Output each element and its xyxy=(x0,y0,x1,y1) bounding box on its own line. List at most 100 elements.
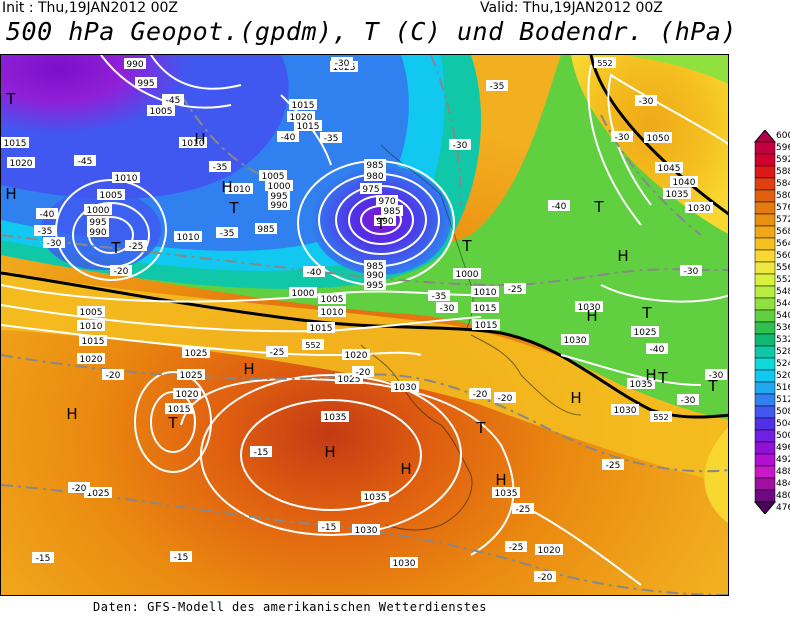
svg-text:1010: 1010 xyxy=(80,322,103,332)
svg-text:-20: -20 xyxy=(106,371,121,381)
legend-swatch xyxy=(754,429,776,443)
legend-tick-label: 512 xyxy=(776,395,790,405)
pressure-label: 990 xyxy=(87,226,109,238)
temp-label: -45 xyxy=(74,155,96,167)
svg-text:-35: -35 xyxy=(490,82,505,92)
pressure-label: 990 xyxy=(124,58,146,70)
pressure-label: 1010 xyxy=(179,137,207,149)
legend-tick-label: 564 xyxy=(776,239,790,249)
svg-text:1035: 1035 xyxy=(666,190,689,200)
pressure-label: 1025 xyxy=(335,373,363,385)
temp-label: -25 xyxy=(602,459,624,471)
svg-text:-35: -35 xyxy=(324,134,339,144)
svg-text:1000: 1000 xyxy=(268,182,291,192)
legend-swatch xyxy=(754,489,776,503)
svg-text:-25: -25 xyxy=(270,348,285,358)
svg-text:-30: -30 xyxy=(681,396,696,406)
temp-label: -40 xyxy=(277,131,299,143)
contour-552 xyxy=(1,271,728,419)
temp-label: -25 xyxy=(505,541,527,553)
pressure-label: 1030 xyxy=(575,301,603,313)
svg-text:985: 985 xyxy=(383,207,400,217)
temp-label: -40 xyxy=(303,266,325,278)
high-pressure-marker: H xyxy=(243,360,254,378)
pressure-labels: 9909951005101510201010101010051000995990… xyxy=(1,58,713,569)
svg-text:-15: -15 xyxy=(36,554,51,564)
pressure-label: 1040 xyxy=(670,176,698,188)
pressure-label: 1000 xyxy=(289,287,317,299)
temp-label: -30 xyxy=(705,369,727,381)
pressure-label: 1020 xyxy=(342,349,370,361)
low-markers: T T T T T T T T T T T xyxy=(5,90,718,437)
pressure-label: 985 xyxy=(364,159,386,171)
svg-text:975: 975 xyxy=(362,185,379,195)
svg-text:995: 995 xyxy=(137,79,154,89)
pressure-label: 1015 xyxy=(1,137,29,149)
temp-label: -30 xyxy=(677,394,699,406)
pressure-label: 1005 xyxy=(318,293,346,305)
legend-swatch xyxy=(754,357,776,371)
svg-text:1020: 1020 xyxy=(345,351,368,361)
pressure-label: 1005 xyxy=(97,189,125,201)
pressure-label: 1045 xyxy=(655,162,683,174)
svg-text:1015: 1015 xyxy=(4,139,27,149)
valid-time: Valid: Thu,19JAN2012 00Z xyxy=(480,0,663,16)
legend-tick-label: 552 xyxy=(776,275,790,285)
temp-label: -20 xyxy=(102,369,124,381)
line-552-label: 552 xyxy=(650,411,672,422)
svg-text:1000: 1000 xyxy=(292,289,315,299)
legend-swatch xyxy=(754,321,776,335)
svg-text:990: 990 xyxy=(366,271,383,281)
svg-text:995: 995 xyxy=(89,218,106,228)
temp-label: -20 xyxy=(534,571,556,583)
svg-text:1020: 1020 xyxy=(80,355,103,365)
pressure-label: 1025 xyxy=(177,369,205,381)
legend-tick-label: 548 xyxy=(776,287,790,297)
legend-swatch xyxy=(754,189,776,203)
temp-label: -15 xyxy=(32,552,54,564)
legend-swatch xyxy=(754,153,776,167)
high-pressure-marker: H xyxy=(66,405,77,423)
legend-tick-label: 484 xyxy=(776,479,790,489)
legend-tick-label: 540 xyxy=(776,311,790,321)
svg-text:990: 990 xyxy=(376,217,393,227)
temp-label: -35 xyxy=(34,225,56,237)
temp-label: -35 xyxy=(216,227,238,239)
temp-label: -30 xyxy=(331,57,353,69)
pressure-label: 975 xyxy=(360,183,382,195)
temp-label: -30 xyxy=(449,139,471,151)
high-markers: H H H H H H H H H H H H xyxy=(5,130,656,489)
svg-text:1005: 1005 xyxy=(321,295,344,305)
pressure-label: 1030 xyxy=(611,404,639,416)
svg-text:-15: -15 xyxy=(254,448,269,458)
svg-text:-40: -40 xyxy=(307,268,322,278)
temp-label: -35 xyxy=(486,80,508,92)
svg-text:-30: -30 xyxy=(335,59,350,69)
svg-text:552: 552 xyxy=(597,59,612,68)
svg-text:1040: 1040 xyxy=(673,178,696,188)
pressure-label: 1050 xyxy=(644,132,672,144)
temp-label: -20 xyxy=(494,392,516,404)
pressure-label: 995 xyxy=(135,77,157,89)
svg-text:990: 990 xyxy=(126,60,143,70)
pressure-label: 1030 xyxy=(352,524,380,536)
svg-text:1050: 1050 xyxy=(647,134,670,144)
svg-text:1030: 1030 xyxy=(564,336,587,346)
pressure-label: 1035 xyxy=(321,411,349,423)
svg-text:1035: 1035 xyxy=(630,380,653,390)
legend-swatch xyxy=(754,297,776,311)
legend-swatch xyxy=(754,345,776,359)
low-pressure-marker: T xyxy=(641,304,652,322)
svg-text:-40: -40 xyxy=(40,210,55,220)
legend-tick-label: 500 xyxy=(776,431,790,441)
svg-text:-30: -30 xyxy=(453,141,468,151)
svg-text:-20: -20 xyxy=(72,484,87,494)
pressure-label: 1015 xyxy=(289,99,317,111)
pressure-label: 990 xyxy=(364,269,386,281)
legend-swatch xyxy=(754,453,776,467)
high-pressure-marker: H xyxy=(570,389,581,407)
low-pressure-marker: T xyxy=(475,419,486,437)
svg-text:-15: -15 xyxy=(322,523,337,533)
temp-label: -35 xyxy=(209,161,231,173)
pressure-label: 990 xyxy=(374,215,396,227)
